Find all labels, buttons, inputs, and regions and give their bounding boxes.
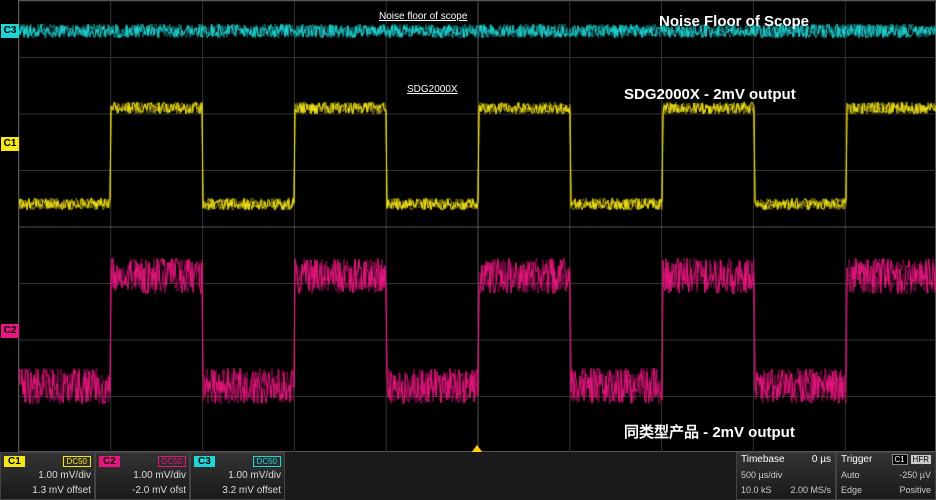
annotation-noise-small: Noise floor of scope: [379, 11, 467, 22]
timebase-samples: 10.0 kS: [741, 483, 772, 498]
c3-offset: 3.2 mV offset: [194, 483, 281, 498]
channel-c3-box[interactable]: C3 DC50 1.00 mV/div 3.2 mV offset: [190, 452, 285, 500]
annotation-competitor: 同类型产品 - 2mV output: [624, 421, 795, 442]
c1-offset: 1.3 mV offset: [4, 483, 91, 498]
channel-c1-box[interactable]: C1 DC50 1.00 mV/div 1.3 mV offset: [0, 452, 95, 500]
c2-label: C2: [99, 456, 120, 467]
trigger-mode: Auto: [841, 468, 860, 483]
bottom-status-panel: C1 DC50 1.00 mV/div 1.3 mV offset C2 DC50 …: [0, 452, 936, 500]
c3-coupling-badge: DC50: [253, 456, 281, 467]
trigger-slope: Positive: [899, 483, 931, 498]
c2-offset: -2.0 mV ofst: [99, 483, 186, 498]
channel-c2-box[interactable]: C2 DC50 1.00 mV/div -2.0 mV ofst: [95, 452, 190, 500]
annotation-sdg-small: SDG2000X: [407, 84, 458, 95]
annotation-noise-floor: Noise Floor of Scope: [659, 13, 809, 30]
ch1-marker: C1: [1, 137, 19, 151]
ch3-marker: C3: [1, 24, 19, 38]
waveform-canvas: [19, 1, 936, 453]
timebase-delay: 0 µs: [812, 454, 831, 468]
c2-coupling-badge: DC50: [158, 456, 186, 467]
trigger-hfr-badge: HFR: [911, 455, 931, 464]
trigger-type: Edge: [841, 483, 862, 498]
timebase-rate: 2.00 MS/s: [790, 483, 831, 498]
trigger-title: Trigger: [841, 454, 872, 468]
timebase-scale: 500 µs/div: [741, 468, 782, 483]
ch2-marker: C2: [1, 324, 19, 338]
timebase-box[interactable]: Timebase 0 µs 500 µs/div 10.0 kS 2.00 MS/s: [736, 452, 836, 500]
trigger-box[interactable]: Trigger C1 HFR Auto -250 µV Edge Positive: [836, 452, 936, 500]
c1-scale: 1.00 mV/div: [4, 468, 91, 483]
trigger-level: -250 µV: [899, 468, 931, 483]
c3-label: C3: [194, 456, 215, 467]
c1-label: C1: [4, 456, 25, 467]
c2-scale: 1.00 mV/div: [99, 468, 186, 483]
c3-scale: 1.00 mV/div: [194, 468, 281, 483]
timebase-title: Timebase: [741, 454, 785, 468]
oscilloscope-plot-area: C3 C1 C2 Noise floor of scope Noise Floo…: [18, 0, 936, 452]
panel-spacer: [285, 452, 736, 500]
annotation-sdg: SDG2000X - 2mV output: [624, 86, 796, 103]
c1-coupling-badge: DC50: [63, 456, 91, 467]
trigger-source: C1: [892, 454, 908, 465]
